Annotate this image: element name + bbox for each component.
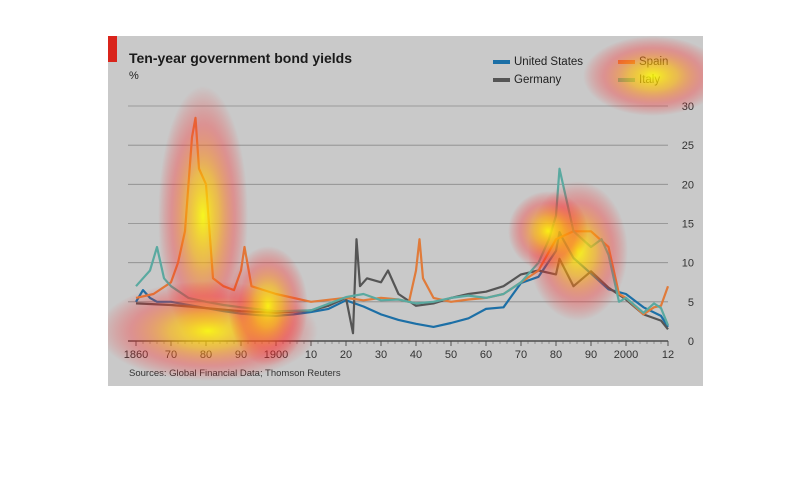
legend-swatch-italy <box>618 78 635 82</box>
legend-swatch-us <box>493 60 510 64</box>
x-tick-label: 40 <box>410 349 422 361</box>
chart-panel: 0 5 10 15 20 25 30 1860 70 80 90 1900 10 20 30 40 50 60 70… <box>108 36 703 386</box>
legend-label-spain: Spain <box>639 56 669 68</box>
x-tick-label: 12 <box>662 349 674 361</box>
y-tick-label: 30 <box>682 101 694 113</box>
legend-swatch-germany <box>493 78 510 82</box>
x-tick-label: 90 <box>585 349 597 361</box>
legend-item-us: United States <box>493 56 583 68</box>
legend-item-italy: Italy <box>618 74 660 86</box>
legend-item-spain: Spain <box>618 56 668 68</box>
x-tick-label: 90 <box>235 349 247 361</box>
chart-title: Ten-year government bond yields <box>129 50 353 66</box>
x-tick-label: 50 <box>445 349 457 361</box>
series-line-spain <box>135 116 670 316</box>
legend-swatch-spain <box>618 60 635 64</box>
y-tick-label: 10 <box>682 258 694 270</box>
legend-item-germany: Germany <box>493 74 561 86</box>
y-unit-label: % <box>129 70 139 82</box>
series-line-germany <box>135 238 669 335</box>
y-tick-label: 5 <box>688 297 694 309</box>
x-tick-label: 20 <box>340 349 352 361</box>
legend-label-italy: Italy <box>639 74 661 86</box>
x-tick-label: 80 <box>550 349 562 361</box>
legend-label-germany: Germany <box>514 74 562 86</box>
x-tick-label: 2000 <box>614 349 638 361</box>
x-tick-label: 30 <box>375 349 387 361</box>
x-tick-label: 60 <box>480 349 492 361</box>
y-tick-label: 15 <box>682 219 694 231</box>
x-tick-label: 1860 <box>124 349 148 361</box>
brand-tab <box>108 36 117 62</box>
x-tick-label: 1900 <box>264 349 288 361</box>
x-tick-label: 80 <box>200 349 212 361</box>
y-tick-label: 0 <box>688 336 694 348</box>
x-tick-label: 70 <box>515 349 527 361</box>
y-tick-label: 25 <box>682 140 694 152</box>
x-tick-label: 10 <box>305 349 317 361</box>
x-tick-label: 70 <box>165 349 177 361</box>
y-tick-label: 20 <box>682 179 694 191</box>
legend-label-us: United States <box>514 56 584 68</box>
legend: United States Germany Spain Italy <box>493 56 693 92</box>
source-note: Sources: Global Financial Data; Thomson … <box>129 368 341 379</box>
